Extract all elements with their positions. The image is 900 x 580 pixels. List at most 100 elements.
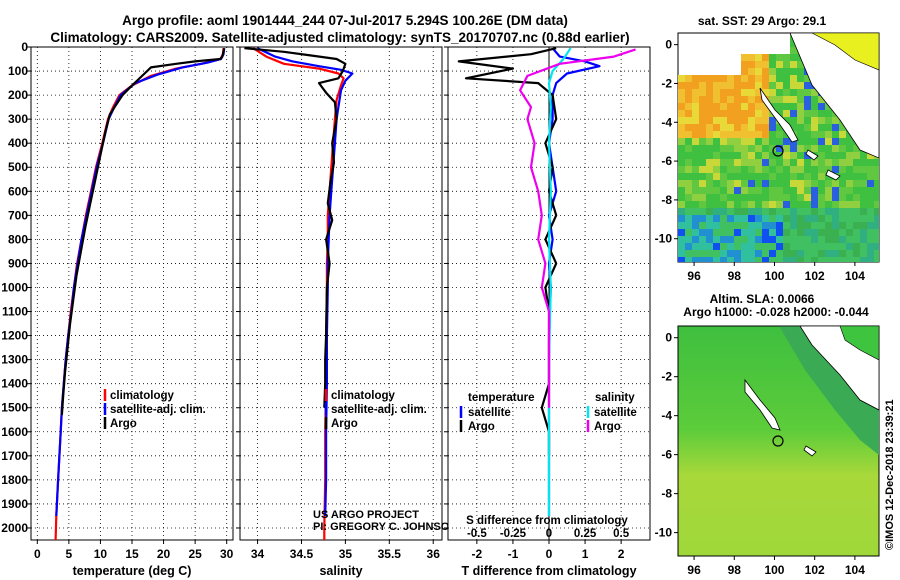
sst-cell (748, 61, 755, 68)
sst-cell (776, 96, 783, 103)
sst-cell (769, 138, 776, 145)
sst-cell (874, 194, 879, 201)
sst-cell (699, 124, 706, 131)
sst-cell (860, 166, 867, 173)
sst-cell (727, 187, 734, 194)
sst-cell (853, 159, 860, 166)
sst-cell (706, 257, 713, 262)
sst-cell (811, 208, 818, 215)
sst-cell (762, 208, 769, 215)
sst-cell (832, 187, 839, 194)
sst-cell (860, 222, 867, 229)
sst-cell (734, 250, 741, 257)
sst-cell (685, 257, 692, 262)
sst-cell (755, 110, 762, 117)
depth-tick-label: 100 (8, 64, 28, 78)
sst-cell (839, 138, 846, 145)
sst-cell (818, 222, 825, 229)
sst-cell (790, 117, 797, 124)
sst-cell (692, 124, 699, 131)
sst-cell (692, 215, 699, 222)
sst-cell (818, 138, 825, 145)
depth-tick-label: 800 (8, 232, 28, 246)
sst-cell (734, 229, 741, 236)
sst-cell (804, 96, 811, 103)
sst-cell (790, 75, 797, 82)
sst-cell (699, 243, 706, 250)
sst-cell (720, 173, 727, 180)
sst-cell (755, 75, 762, 82)
sst-cell (713, 103, 720, 110)
sst-cell (713, 96, 720, 103)
sst-cell (762, 89, 769, 96)
difference-xtick-label: 1 (582, 547, 589, 561)
sst-cell (783, 201, 790, 208)
sst-cell (839, 145, 846, 152)
sst-cell (776, 180, 783, 187)
sst-cell (804, 194, 811, 201)
sst-cell (825, 229, 832, 236)
sst-cell (769, 166, 776, 173)
sst-cell (734, 180, 741, 187)
sst-cell (776, 124, 783, 131)
sst-cell (846, 194, 853, 201)
sst-cell (692, 201, 699, 208)
sst-cell (706, 180, 713, 187)
sst-cell (762, 138, 769, 145)
sst-cell (685, 152, 692, 159)
salinity-xtick-label: 35.5 (378, 547, 402, 561)
sst-cell (720, 236, 727, 243)
sst-cell (755, 257, 762, 262)
sst-cell (748, 54, 755, 61)
sst-cell (832, 201, 839, 208)
sst-cell (713, 180, 720, 187)
sst-cell (734, 89, 741, 96)
sst-cell (734, 131, 741, 138)
sst-cell (811, 159, 818, 166)
sst-cell (734, 243, 741, 250)
sst-cell (748, 180, 755, 187)
depth-tick-label: 300 (8, 112, 28, 126)
sst-cell (720, 138, 727, 145)
sst-cell (769, 236, 776, 243)
sst-cell (783, 229, 790, 236)
difference-s-axis-label: S difference from climatology (466, 515, 628, 527)
sst-cell (720, 201, 727, 208)
sst-cell (727, 173, 734, 180)
sst-cell (699, 75, 706, 82)
sst-cell (811, 166, 818, 173)
sst-cell (832, 117, 839, 124)
sst-cell (699, 145, 706, 152)
sst-cell (825, 222, 832, 229)
sst-cell (762, 61, 769, 68)
sla-coastline (730, 326, 879, 457)
sst-cell (685, 236, 692, 243)
sst-cell (825, 187, 832, 194)
sst-cell (741, 201, 748, 208)
sst-cell (699, 138, 706, 145)
sst-cell (783, 103, 790, 110)
sst-cell (692, 166, 699, 173)
sst-cell (776, 236, 783, 243)
sst-cell (783, 75, 790, 82)
sst-cell (790, 201, 797, 208)
sst-cell (783, 145, 790, 152)
sst-cell (685, 131, 692, 138)
depth-tick-label: 500 (8, 160, 28, 174)
sst-cell (706, 124, 713, 131)
sla-map: Altim. SLA: 0.0066 Argo h1000: -0.028 h2… (655, 292, 880, 577)
sst-cell (790, 229, 797, 236)
sst-cell (685, 173, 692, 180)
sst-cell (811, 96, 818, 103)
difference-xtick-label: -1 (508, 547, 519, 561)
sst_map-xtick-label: 96 (687, 269, 701, 283)
sst-cell (790, 222, 797, 229)
sst-cell (685, 145, 692, 152)
sst-cell (790, 103, 797, 110)
sst-cell (685, 96, 692, 103)
sst-cell (692, 138, 699, 145)
sst-cell (783, 166, 790, 173)
sst-cell (832, 152, 839, 159)
sst-cell (706, 201, 713, 208)
credit-project: US ARGO PROJECT (313, 509, 419, 521)
